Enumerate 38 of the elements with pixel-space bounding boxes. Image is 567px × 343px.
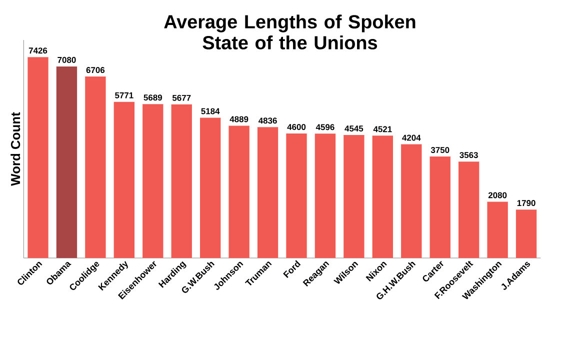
data-label: 4204: [402, 134, 421, 141]
bar: [56, 66, 78, 258]
data-label: 4521: [373, 126, 392, 132]
data-label: 7426: [28, 48, 48, 54]
data-label: 4836: [258, 118, 277, 124]
data-label: 4889: [230, 116, 248, 122]
bar: [114, 102, 135, 258]
data-label: 4545: [344, 126, 364, 132]
data-label: 5184: [201, 108, 220, 114]
data-label: 3750: [430, 147, 450, 154]
data-label: 5677: [172, 94, 191, 101]
data-label: 5689: [144, 94, 162, 101]
data-label: 4600: [287, 124, 306, 130]
bar: [85, 76, 106, 258]
bar: [458, 162, 480, 258]
data-label: 6706: [86, 67, 105, 74]
bar: [430, 156, 450, 258]
bar: [257, 127, 278, 258]
bar: [200, 118, 221, 258]
bar: [28, 57, 48, 258]
bar: [372, 136, 394, 258]
data-label: 4596: [316, 124, 334, 130]
data-label: 2080: [488, 192, 507, 198]
bar: [516, 210, 537, 258]
y-axis-title: Word Count: [10, 112, 20, 186]
chart-title: Average Lengths of Spoken State of the Unions: [164, 14, 416, 50]
data-label: 1790: [517, 200, 536, 206]
bar: [142, 104, 164, 258]
bar: [314, 134, 336, 258]
data-label: 7080: [58, 56, 76, 63]
data-label: 5771: [115, 92, 134, 98]
bar: [487, 202, 508, 258]
bar: [401, 144, 422, 258]
bar: [344, 135, 364, 258]
bar: [171, 104, 192, 258]
data-label: 3563: [460, 152, 478, 158]
bar: [228, 126, 250, 258]
bar: [286, 134, 307, 258]
